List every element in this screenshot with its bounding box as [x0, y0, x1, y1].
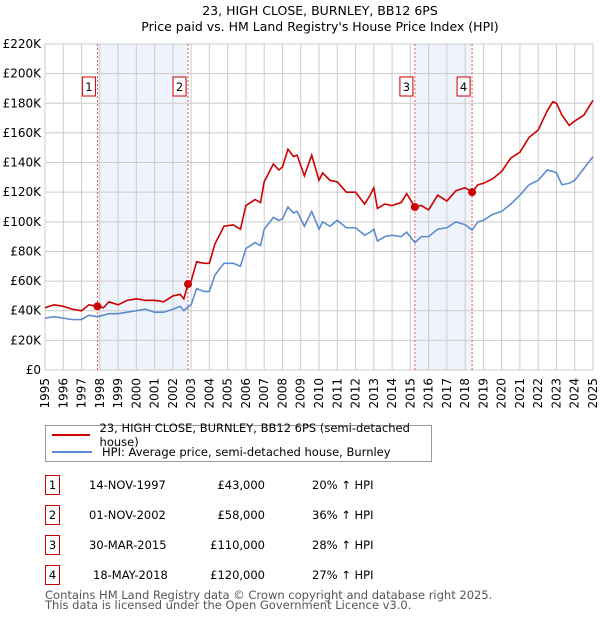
sale-date: 14-NOV-1997 — [89, 478, 166, 492]
footer-copyright: Contains HM Land Registry data © Crown c… — [45, 588, 493, 602]
sale-marker-number: 1 — [85, 80, 92, 94]
x-tick-label: 2010 — [312, 378, 326, 409]
sale-price: £58,000 — [217, 508, 265, 522]
sale-price: £110,000 — [210, 538, 265, 552]
x-tick-label: 2018 — [458, 378, 472, 409]
sale-marker-number: 4 — [460, 80, 467, 94]
sale-row: 3 30-MAR-2015 £110,000 28% ↑ HPI — [45, 535, 445, 555]
sale-number: 1 — [45, 475, 60, 495]
x-tick-label: 2024 — [568, 378, 582, 409]
sale-hpi-diff: 20% ↑ HPI — [312, 478, 374, 492]
y-tick-label: £60K — [10, 274, 42, 288]
x-tick-label: 2016 — [422, 378, 436, 409]
sale-number: 2 — [45, 505, 60, 525]
sale-row: 1 14-NOV-1997 £43,000 20% ↑ HPI — [45, 475, 445, 495]
y-tick-label: £160K — [3, 126, 43, 140]
sale-date: 01-NOV-2002 — [89, 508, 166, 522]
property-price-line — [44, 99, 594, 312]
sale-number: 3 — [45, 535, 60, 555]
x-tick-label: 2005 — [221, 378, 235, 409]
x-tick-label: 2015 — [403, 378, 417, 409]
x-tick-label: 2017 — [440, 378, 454, 409]
y-tick-label: £20K — [10, 333, 42, 347]
y-tick-label: £0 — [26, 363, 41, 377]
legend-label: HPI: Average price, semi-detached house,… — [102, 445, 391, 459]
y-tick-label: £220K — [3, 37, 43, 51]
legend-item-hpi: HPI: Average price, semi-detached house,… — [46, 444, 391, 460]
x-tick-label: 2023 — [549, 378, 563, 409]
sale-point — [468, 188, 477, 197]
sale-price: £120,000 — [210, 568, 265, 582]
x-tick-label: 2011 — [330, 378, 344, 409]
x-tick-label: 2004 — [202, 378, 216, 409]
sale-hpi-diff: 28% ↑ HPI — [312, 538, 374, 552]
sale-date: 18-MAY-2018 — [93, 568, 168, 582]
sale-marker-box — [399, 76, 414, 97]
x-tick-label: 2019 — [476, 378, 490, 409]
x-tick-label: 2006 — [239, 378, 253, 409]
x-tick-label: 1999 — [111, 378, 125, 409]
x-tick-label: 2002 — [166, 378, 180, 409]
sale-date: 30-MAR-2015 — [89, 538, 167, 552]
x-tick-label: 2009 — [294, 378, 308, 409]
sale-hpi-diff: 36% ↑ HPI — [312, 508, 374, 522]
x-tick-label: 1998 — [93, 378, 107, 409]
sale-point — [184, 280, 193, 289]
x-tick-label: 1997 — [75, 378, 89, 409]
x-tick-label: 2003 — [184, 378, 198, 409]
sale-marker-number: 3 — [403, 80, 410, 94]
x-tick-label: 2022 — [531, 378, 545, 409]
y-tick-label: £200K — [3, 67, 43, 81]
x-tick-label: 2025 — [586, 378, 600, 409]
sale-point — [93, 302, 102, 311]
legend-label: 23, HIGH CLOSE, BURNLEY, BB12 6PS (semi-… — [99, 421, 410, 449]
sale-row: 4 18-MAY-2018 £120,000 27% ↑ HPI — [45, 565, 445, 585]
x-tick-label: 1996 — [56, 378, 70, 409]
x-tick-label: 2007 — [257, 378, 271, 409]
y-tick-label: £180K — [3, 96, 43, 110]
x-tick-label: 1995 — [38, 378, 52, 409]
x-tick-label: 2020 — [495, 378, 509, 409]
sale-marker-box — [81, 76, 96, 97]
footer-licence: This data is licensed under the Open Gov… — [45, 598, 412, 612]
x-tick-label: 2021 — [513, 378, 527, 409]
sale-number: 4 — [45, 565, 60, 585]
legend: 23, HIGH CLOSE, BURNLEY, BB12 6PS (semi-… — [45, 421, 432, 462]
price-chart: 23, HIGH CLOSE, BURNLEY, BB12 6PS Price … — [3, 3, 600, 409]
sale-hpi-diff: 27% ↑ HPI — [312, 568, 374, 582]
footer: Contains HM Land Registry data © Crown c… — [45, 588, 493, 612]
legend-swatch-blue — [52, 451, 92, 453]
x-tick-label: 2014 — [385, 378, 399, 409]
legend-swatch-red — [52, 434, 90, 436]
y-tick-label: £80K — [10, 244, 42, 258]
sale-price: £43,000 — [217, 478, 265, 492]
chart-title: 23, HIGH CLOSE, BURNLEY, BB12 6PS — [202, 3, 438, 18]
sale-marker-box — [172, 76, 187, 97]
legend-item-property: 23, HIGH CLOSE, BURNLEY, BB12 6PS (semi-… — [46, 421, 431, 449]
x-tick-label: 2013 — [367, 378, 381, 409]
y-tick-label: £40K — [10, 304, 42, 318]
sale-point — [410, 203, 419, 211]
sale-marker-number: 2 — [176, 80, 183, 94]
y-tick-label: £100K — [3, 215, 43, 229]
x-tick-label: 2001 — [148, 378, 162, 409]
x-tick-label: 2000 — [129, 378, 143, 409]
x-tick-label: 2012 — [349, 378, 363, 409]
sale-row: 2 01-NOV-2002 £58,000 36% ↑ HPI — [45, 505, 445, 525]
hpi-line — [44, 156, 594, 321]
y-tick-label: £120K — [3, 185, 43, 199]
sale-marker-box — [456, 76, 471, 97]
x-tick-label: 2008 — [275, 378, 289, 409]
chart-subtitle: Price paid vs. HM Land Registry's House … — [141, 19, 498, 34]
y-tick-label: £140K — [3, 156, 43, 170]
